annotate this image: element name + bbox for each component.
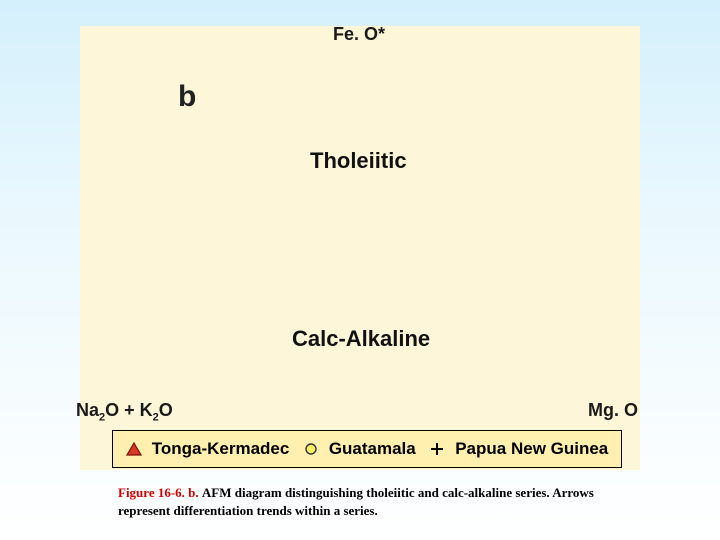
label-tholeiitic: Tholeiitic	[310, 148, 407, 174]
legend-item-guatemala: Guatamala	[303, 439, 416, 459]
vertex-top-label: Fe. O*	[333, 24, 385, 45]
legend-item-png: Papua New Guinea	[429, 439, 608, 459]
vertex-right-label: Mg. O	[588, 400, 638, 421]
legend: Tonga-Kermadec Guatamala Papua New Guine…	[112, 430, 622, 468]
vertex-left-label: Na2O + K2O	[76, 400, 173, 424]
label-calc-alkaline: Calc-Alkaline	[292, 326, 430, 352]
caption-prefix: Figure 16-6. b.	[118, 485, 199, 500]
legend-item-tonga: Tonga-Kermadec	[126, 439, 290, 459]
panel-letter: b	[178, 80, 196, 114]
figure-caption: Figure 16-6. b. AFM diagram distinguishi…	[118, 484, 618, 519]
